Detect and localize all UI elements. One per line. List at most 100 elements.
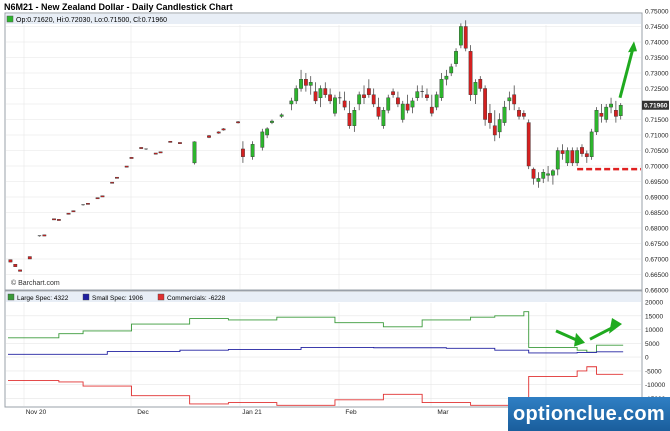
legend-label: Small Spec: 1906 [92,295,143,302]
price-tick-label: 0.69500 [645,179,669,186]
candle-body [216,131,221,134]
candle-body [526,122,531,167]
candle-body [168,140,173,143]
candle-body [434,94,439,108]
candle-body [531,168,536,179]
price-tick-label: 0.70500 [645,148,669,155]
legend-label: Large Spec: 4322 [17,295,69,302]
candle-body [18,269,23,272]
candle-body [110,181,115,184]
candle-body [303,78,308,86]
candle-body [565,150,570,164]
candle-body [13,264,18,267]
candle-body [604,106,609,120]
candle-body [100,195,105,198]
candle-body [517,109,521,117]
candle-body [507,97,512,102]
price-panel [4,12,643,291]
candle-body [473,82,478,95]
cot-tick-label: -10000 [645,382,666,389]
price-tick-label: 0.69000 [645,195,669,202]
candle-body [478,78,483,89]
candle-body [386,97,391,111]
cot-arrow-1-head [574,332,585,347]
candle-body [541,171,546,179]
price-tick-label: 0.75000 [645,9,669,16]
cot-tick-label: 0 [645,355,649,362]
cot-series-line [8,311,624,353]
candle-body [86,202,90,205]
candle-body [192,141,197,164]
candle-body [347,113,352,126]
candle-body [8,259,13,263]
candle-body [260,131,265,148]
cot-tick-label: -5000 [645,368,662,375]
price-grid [6,25,641,289]
candle-body [425,94,429,98]
candle-body [454,51,458,64]
candle-body [313,91,318,102]
candle-body [357,94,362,105]
candle-body [250,144,255,157]
price-tag-label: 0.71960 [644,103,668,110]
candle-body [444,75,449,80]
candle-body [95,197,100,200]
x-tick-label: Mar [437,409,449,416]
price-tag [642,100,669,110]
candle-body [308,82,313,86]
candle-body [580,147,584,154]
cot-arrow-2-head [609,317,622,334]
candle-body [323,88,328,95]
legend-label: Commercials: -6228 [167,295,226,302]
ohlc-bar [6,14,641,24]
cot-tick-label: 5000 [645,341,660,348]
price-tick-label: 0.66000 [645,288,669,295]
candle-body [178,142,182,144]
watermark-logo: optionclue.com [508,397,670,431]
price-tick-label: 0.73000 [645,71,669,78]
legend-swatch [82,293,90,301]
price-tick-label: 0.74000 [645,40,669,47]
candle-body [560,150,565,154]
candle-body [66,212,71,215]
candle-body [207,135,211,138]
candle-body [376,106,381,117]
candle-body [613,109,618,117]
candle-body [575,150,580,164]
cot-grid [6,303,641,406]
candle-body [400,103,405,120]
cot-legend-bar [6,292,641,302]
candle-body [536,178,541,182]
price-y-axis: 0.75000 0.74500 0.74000 0.73500 0.73000 0.725… [645,9,669,295]
candle-body [488,113,492,123]
candle-body [468,51,473,95]
candle-body [333,97,337,114]
candle-body [609,103,613,108]
x-tick-label: Dec [137,409,149,416]
candle-body [584,153,589,157]
candle-body [352,109,357,126]
candle-body [483,88,488,120]
chart-title: N6M21 - New Zealand Dollar - Daily Candl… [4,2,233,12]
price-tick-label: 0.71500 [645,117,669,124]
up-arrow-head [628,41,637,53]
candle-body [71,210,76,213]
candle-body [502,106,507,123]
candle-body [241,148,245,157]
x-tick-label: Feb [345,409,357,416]
candle-body [221,128,226,131]
candle-body [318,88,323,99]
up-arrow-shaft [618,47,635,99]
candle-body [328,94,333,102]
candle-body [551,170,555,176]
cot-tick-label: 15000 [645,313,663,320]
candle-body [589,131,594,157]
candle-body [599,113,604,117]
price-tick-label: 0.73500 [645,55,669,62]
candle-body [396,97,400,105]
candle-body [381,109,386,126]
candle-body [439,78,444,98]
candle-body [279,114,284,117]
